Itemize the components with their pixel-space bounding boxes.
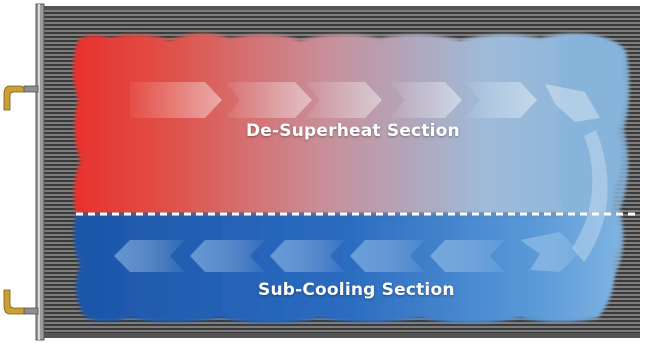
chevron-right-icon: [465, 82, 537, 118]
chevron-right-icon: [545, 84, 600, 122]
chevron-right-icon: [130, 82, 222, 118]
outlet-connection: [3, 289, 39, 315]
chevron-left-icon: [520, 232, 580, 272]
chevron-left-icon: [190, 240, 265, 272]
chevron-left-icon: [430, 240, 505, 272]
chevron-right-icon: [225, 82, 312, 118]
chevron-left-icon: [114, 240, 185, 272]
chevron-left-icon: [350, 240, 425, 272]
coil-top-edge: [38, 6, 640, 10]
return-flow-arrow: [572, 130, 608, 262]
chevron-right-icon: [390, 82, 462, 118]
de-superheat-region: [73, 33, 626, 214]
chevron-left-icon: [270, 240, 345, 272]
sub-cooling-section-label: Sub-Cooling Section: [258, 280, 455, 300]
top-flow-arrows: [130, 82, 600, 122]
chevron-right-icon: [305, 82, 382, 118]
de-superheat-section-label: De-Superheat Section: [246, 121, 460, 141]
coil-bottom-edge: [38, 333, 640, 338]
inlet-connection: [3, 85, 39, 111]
bottom-flow-arrows: [114, 232, 580, 272]
